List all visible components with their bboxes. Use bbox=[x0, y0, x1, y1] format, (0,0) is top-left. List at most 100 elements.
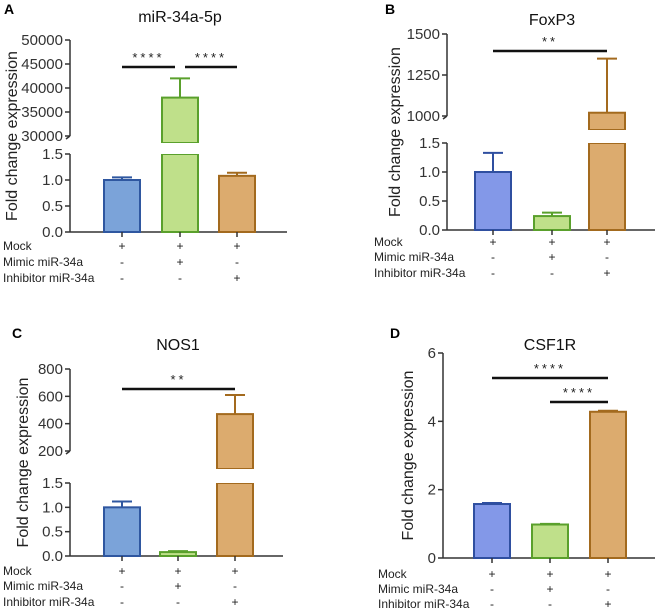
significance-label: ** bbox=[170, 372, 186, 387]
treatment-mark: + bbox=[174, 564, 181, 578]
bar-3-upper bbox=[216, 413, 254, 471]
treatment-mark: - bbox=[606, 582, 610, 596]
treatment-mark: - bbox=[491, 266, 495, 280]
y-tick-label: 0.0 bbox=[42, 548, 63, 565]
treatment-mark: + bbox=[603, 266, 610, 280]
panel-B: B FoxP3 Fold change expression 0.0 0.5 1.0 1.5… bbox=[374, 1, 655, 280]
treatment-row-label: Mock bbox=[378, 567, 408, 581]
y-tick-label: 2 bbox=[428, 482, 436, 499]
treatment-row-label: Mock bbox=[374, 235, 404, 249]
chart-title: miR-34a-5p bbox=[138, 9, 222, 26]
y-tick-label: 45000 bbox=[21, 56, 63, 73]
bar-1 bbox=[473, 503, 511, 559]
treatment-mark: + bbox=[176, 255, 183, 269]
bar-2 bbox=[533, 215, 571, 232]
treatment-mark: + bbox=[548, 235, 555, 249]
y-tick-label: 1500 bbox=[407, 26, 440, 43]
treatment-mark: + bbox=[603, 235, 610, 249]
y-axis-label: Fold change expression bbox=[4, 51, 21, 221]
y-tick-label: 1.5 bbox=[419, 135, 440, 152]
y-tick-label: 1.0 bbox=[42, 499, 63, 516]
y-tick-label: 400 bbox=[38, 416, 63, 433]
treatment-mark: + bbox=[488, 567, 495, 581]
treatment-mark: + bbox=[548, 250, 555, 264]
panel-D: D CSF1R Fold change expression 0 2 4 6 **** ****… bbox=[378, 325, 655, 611]
panel-C: C NOS1 Fold change expression 0.0 0.5 1.0 1.5 2… bbox=[3, 325, 283, 609]
bar-3 bbox=[218, 174, 256, 233]
bar-2-lower bbox=[161, 153, 199, 233]
y-axis-label: Fold change expression bbox=[400, 371, 417, 541]
bar-3 bbox=[589, 410, 627, 559]
chart-title: FoxP3 bbox=[529, 12, 575, 29]
treatment-row-label: Mock bbox=[3, 239, 33, 253]
y-tick-label: 1.0 bbox=[419, 164, 440, 181]
chart-title: NOS1 bbox=[156, 337, 200, 354]
y-tick-label: 1.0 bbox=[42, 172, 63, 189]
treatment-mark: + bbox=[489, 235, 496, 249]
significance-label: **** bbox=[563, 385, 595, 400]
treatment-row-label: Mimic miR-34a bbox=[3, 255, 83, 269]
treatment-mark: - bbox=[176, 595, 180, 609]
treatment-mark: - bbox=[490, 597, 494, 611]
treatment-mark: - bbox=[120, 595, 124, 609]
treatment-mark: + bbox=[231, 564, 238, 578]
significance-label: **** bbox=[195, 50, 227, 65]
y-tick-label: 50000 bbox=[21, 32, 63, 49]
bar-3-upper bbox=[588, 111, 626, 132]
treatment-mark: - bbox=[490, 582, 494, 596]
treatment-mark: + bbox=[233, 271, 240, 285]
y-tick-label: 1.5 bbox=[42, 475, 63, 492]
treatment-mark: - bbox=[550, 266, 554, 280]
panel-label: B bbox=[385, 1, 395, 17]
treatment-row-label: Inhibitor miR-34a bbox=[374, 266, 466, 280]
panel-label: C bbox=[12, 325, 22, 341]
y-axis-label: Fold change expression bbox=[387, 47, 404, 217]
panel-label: A bbox=[4, 1, 14, 17]
y-tick-label: 0.5 bbox=[42, 524, 63, 541]
bar-3-lower bbox=[216, 482, 254, 557]
treatment-mark: - bbox=[120, 579, 124, 593]
treatment-mark: + bbox=[118, 564, 125, 578]
y-tick-label: 1250 bbox=[407, 67, 440, 84]
y-tick-label: 6 bbox=[428, 345, 436, 362]
y-tick-label: 0.5 bbox=[42, 198, 63, 215]
treatment-mark: - bbox=[491, 250, 495, 264]
panel-label: D bbox=[390, 325, 400, 341]
bar-1 bbox=[474, 171, 512, 231]
bar-1 bbox=[103, 179, 141, 233]
y-tick-label: 4 bbox=[428, 413, 436, 430]
bar-3-lower bbox=[588, 142, 626, 231]
treatment-mark: + bbox=[546, 567, 553, 581]
bar-2 bbox=[531, 523, 569, 559]
treatment-mark: - bbox=[120, 271, 124, 285]
bar-1 bbox=[103, 506, 141, 558]
treatment-mark: + bbox=[233, 239, 240, 253]
treatment-mark: + bbox=[176, 239, 183, 253]
bar-2 bbox=[159, 551, 197, 558]
treatment-mark: + bbox=[546, 582, 553, 596]
treatment-mark: - bbox=[233, 579, 237, 593]
treatment-mark: + bbox=[118, 239, 125, 253]
y-tick-label: 0.0 bbox=[419, 222, 440, 239]
treatment-mark: - bbox=[605, 250, 609, 264]
y-tick-label: 1.5 bbox=[42, 146, 63, 163]
treatment-row-label: Inhibitor miR-34a bbox=[3, 595, 95, 609]
bar-break-gap bbox=[215, 469, 255, 483]
treatment-mark: - bbox=[235, 255, 239, 269]
treatment-mark: + bbox=[604, 567, 611, 581]
y-tick-label: 0.5 bbox=[419, 193, 440, 210]
y-axis-label: Fold change expression bbox=[15, 378, 32, 548]
treatment-mark: - bbox=[120, 255, 124, 269]
y-tick-label: 0.0 bbox=[42, 224, 63, 241]
treatment-mark: - bbox=[178, 271, 182, 285]
significance-label: **** bbox=[132, 50, 164, 65]
treatment-row-label: Mimic miR-34a bbox=[3, 579, 83, 593]
treatment-row-label: Mock bbox=[3, 564, 33, 578]
treatment-row-label: Mimic miR-34a bbox=[378, 582, 458, 596]
significance-label: ** bbox=[542, 34, 558, 49]
treatment-mark: + bbox=[231, 595, 238, 609]
significance-label: **** bbox=[534, 361, 566, 376]
bar-break-gap bbox=[587, 130, 627, 143]
